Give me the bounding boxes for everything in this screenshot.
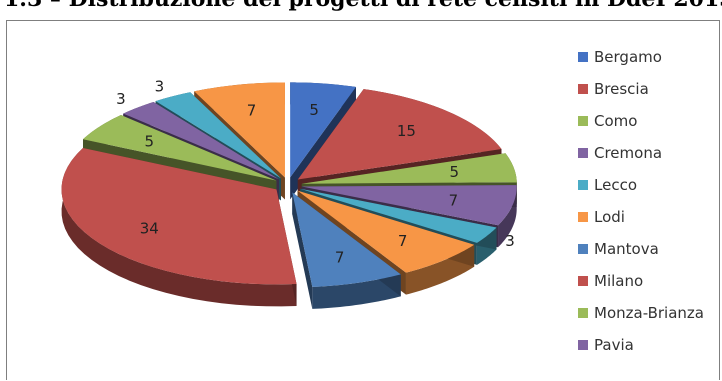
data-label-milano: 34 [140,219,159,237]
legend-swatch-lecco [578,180,588,190]
legend-label-cremona: Cremona [594,144,662,162]
slice-brescia [297,89,502,180]
legend-swatch-brescia [578,84,588,94]
chart-title: 1.3 – Distribuzione dei progetti di rete… [0,0,722,12]
slice-side-milano [61,147,297,307]
slice-mantova [292,192,401,287]
legend-label-brescia: Brescia [594,80,649,98]
legend-swatch-cremona [578,148,588,158]
data-label-sondrio: 3 [155,77,165,95]
slice-lodi [297,190,475,273]
slice-varese [194,82,285,178]
data-label-varese: 7 [247,102,257,120]
legend-swatch-pavia [578,340,588,350]
slice-pavia [123,101,279,180]
data-label-pavia: 3 [116,90,126,108]
legend-swatch-mantova [578,244,588,254]
pie-slices [61,82,517,309]
legend-label-lodi: Lodi [594,208,625,226]
chart-frame [6,20,720,380]
legend: Bergamo Brescia Como Cremona Lecco Lodi Mantov… [578,48,704,354]
legend-label-como: Como [594,112,637,130]
data-label-mantova: 7 [335,248,345,266]
data-labels: 5 15 5 7 3 7 7 34 5 3 3 7 [116,77,515,266]
slice-bergamo [290,82,356,178]
legend-swatch-bergamo [578,52,588,62]
slice-monza-brianza [82,115,277,181]
legend-swatch-milano [578,276,588,286]
slice-cremona [301,185,517,226]
legend-label-mantova: Mantova [594,240,659,258]
data-label-lodi: 7 [398,232,408,250]
slice-wall-mantova-1 [292,192,313,309]
slice-lecco [300,188,497,243]
legend-label-milano: Milano [594,272,643,290]
data-label-lecco: 3 [505,232,515,250]
data-label-cremona: 7 [449,191,459,209]
slice-sondrio [155,92,281,179]
legend-label-lecco: Lecco [594,176,637,194]
legend-label-pavia: Pavia [594,336,634,354]
legend-label-monza-brianza: Monza-Brianza [594,304,704,322]
slice-como [301,153,517,184]
data-label-brescia: 15 [397,122,416,140]
data-label-como: 5 [450,163,460,181]
legend-swatch-como [578,116,588,126]
slice-milano [61,147,297,285]
slice-side-mantova [312,274,401,309]
legend-swatch-monza-brianza [578,308,588,318]
data-label-monza-brianza: 5 [145,133,155,151]
legend-swatch-lodi [578,212,588,222]
data-label-bergamo: 5 [309,101,319,119]
slice-side-cremona [498,185,517,248]
legend-label-bergamo: Bergamo [594,48,662,66]
